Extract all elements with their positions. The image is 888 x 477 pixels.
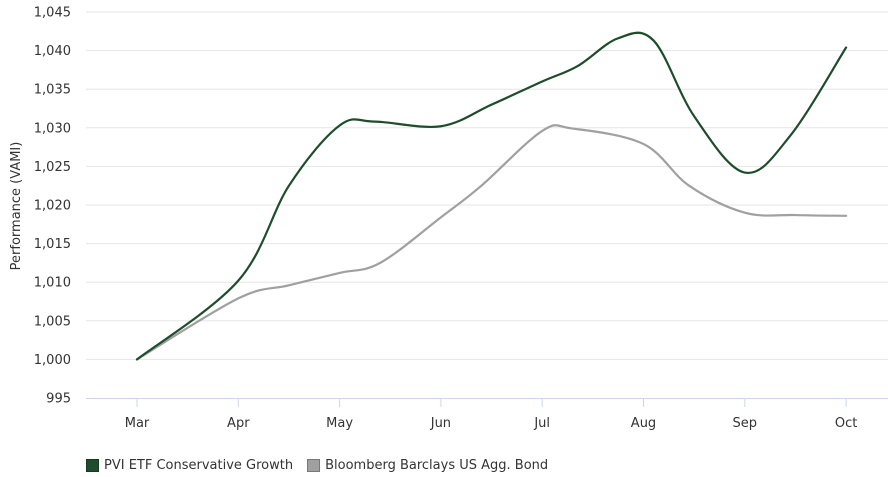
y-tick-label: 1,040 xyxy=(34,44,71,59)
y-tick-label: 1,005 xyxy=(34,314,71,329)
x-tick-label: Aug xyxy=(631,416,656,431)
y-tick-label: 995 xyxy=(46,392,71,407)
legend-item-pvi[interactable]: PVI ETF Conservative Growth xyxy=(86,458,293,473)
x-tick-label: May xyxy=(326,416,353,431)
y-tick-label: 1,035 xyxy=(34,83,71,98)
x-tick-label: Jul xyxy=(533,416,550,431)
y-tick-label: 1,045 xyxy=(34,6,71,21)
y-tick-label: 1,030 xyxy=(34,121,71,136)
y-tick-label: 1,000 xyxy=(34,353,71,368)
y-tick-label: 1,010 xyxy=(34,276,71,291)
legend-swatch-pvi xyxy=(86,459,99,472)
y-axis-title: Performance (VAMI) xyxy=(9,142,24,271)
legend: PVI ETF Conservative Growth Bloomberg Ba… xyxy=(86,458,548,473)
x-tick-label: Oct xyxy=(835,416,857,431)
x-tick-label: Mar xyxy=(125,416,150,431)
series-lines xyxy=(135,31,848,361)
legend-label-pvi: PVI ETF Conservative Growth xyxy=(104,458,294,473)
x-tick-label: Jun xyxy=(430,416,451,431)
x-tick-label: Apr xyxy=(227,416,250,431)
y-tick-label: 1,020 xyxy=(34,199,71,214)
y-tick-label: 1,015 xyxy=(34,237,71,252)
x-tick-label: Sep xyxy=(733,416,758,431)
series-line-bloomberg xyxy=(135,124,848,361)
axes: 995 1,000 1,005 1,010 1,015 1,020 1,025 1,030 1,… xyxy=(34,6,888,431)
series-line-pvi xyxy=(135,31,848,361)
legend-item-bloomberg[interactable]: Bloomberg Barclays US Agg. Bond xyxy=(307,458,548,473)
y-tick-label: 1,025 xyxy=(34,160,71,175)
grid-lines xyxy=(86,11,888,360)
legend-swatch-bloomberg xyxy=(307,459,321,472)
legend-label-bloomberg: Bloomberg Barclays US Agg. Bond xyxy=(325,458,549,473)
